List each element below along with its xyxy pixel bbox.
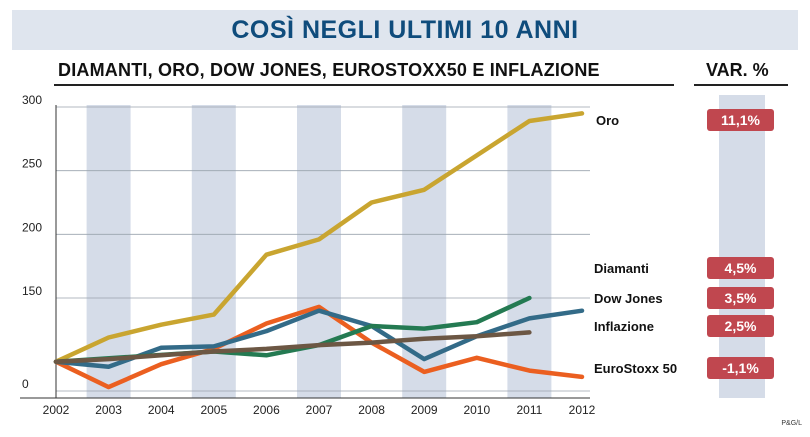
change-badge-oro [707, 109, 774, 131]
y-tick-label-200: 200 [22, 220, 42, 234]
series-label-oro: Oro [596, 113, 619, 128]
chart-subtitle: DIAMANTI, ORO, DOW JONES, EUROSTOXX50 E … [58, 60, 600, 80]
variation-stripe [719, 95, 765, 398]
x-tick-label-2007: 2007 [306, 403, 333, 417]
variation-underline [694, 84, 788, 86]
change-badge-text-diamanti: 4,5% [725, 260, 757, 276]
y-tick-label-250: 250 [22, 157, 42, 171]
x-tick-label-2004: 2004 [148, 403, 175, 417]
change-badge-text-dow-jones: 3,5% [725, 290, 757, 306]
variation-header: VAR. % [706, 60, 769, 80]
x-tick-label-2008: 2008 [358, 403, 385, 417]
series-label-eurostoxx-50: EuroStoxx 50 [594, 361, 677, 376]
series-label-inflazione: Inflazione [594, 319, 654, 334]
subtitle-underline [54, 84, 674, 86]
change-badge-text-eurostoxx-50: -1,1% [722, 360, 759, 376]
series-label-dow-jones: Dow Jones [594, 291, 663, 306]
series-line-eurostoxx-50 [53, 304, 585, 390]
chart-title: COSÌ NEGLI ULTIMI 10 ANNI [231, 15, 579, 44]
title-bar: COSÌ NEGLI ULTIMI 10 ANNI [12, 10, 798, 50]
y-tick-label-0: 0 [22, 377, 29, 391]
series-label-diamanti: Diamanti [594, 261, 649, 276]
change-badge-eurostoxx-50 [707, 357, 774, 379]
y-tick-label-300: 300 [22, 93, 42, 107]
change-badge-dow-jones [707, 287, 774, 309]
x-tick-label-2005: 2005 [200, 403, 227, 417]
year-stripe-2011 [507, 105, 552, 398]
change-badge-text-oro: 11,1% [721, 112, 760, 128]
x-tick-label-2002: 2002 [43, 403, 70, 417]
change-badge-text-inflazione: 2,5% [725, 318, 757, 334]
change-badge-diamanti [707, 257, 774, 279]
change-badge-inflazione [707, 315, 774, 337]
year-stripe-2007 [297, 105, 341, 398]
series-line-inflazione [53, 330, 532, 364]
x-tick-label-2012: 2012 [569, 403, 596, 417]
x-tick-label-2003: 2003 [95, 403, 122, 417]
x-tick-label-2011: 2011 [516, 403, 542, 417]
x-tick-label-2009: 2009 [411, 403, 438, 417]
year-stripe-2003 [86, 105, 131, 398]
x-tick-label-2010: 2010 [463, 403, 490, 417]
credit-text: P&G/L [781, 420, 802, 427]
x-tick-label-2006: 2006 [253, 403, 280, 417]
y-tick-label-150: 150 [22, 284, 42, 298]
series-line-oro [53, 111, 585, 364]
